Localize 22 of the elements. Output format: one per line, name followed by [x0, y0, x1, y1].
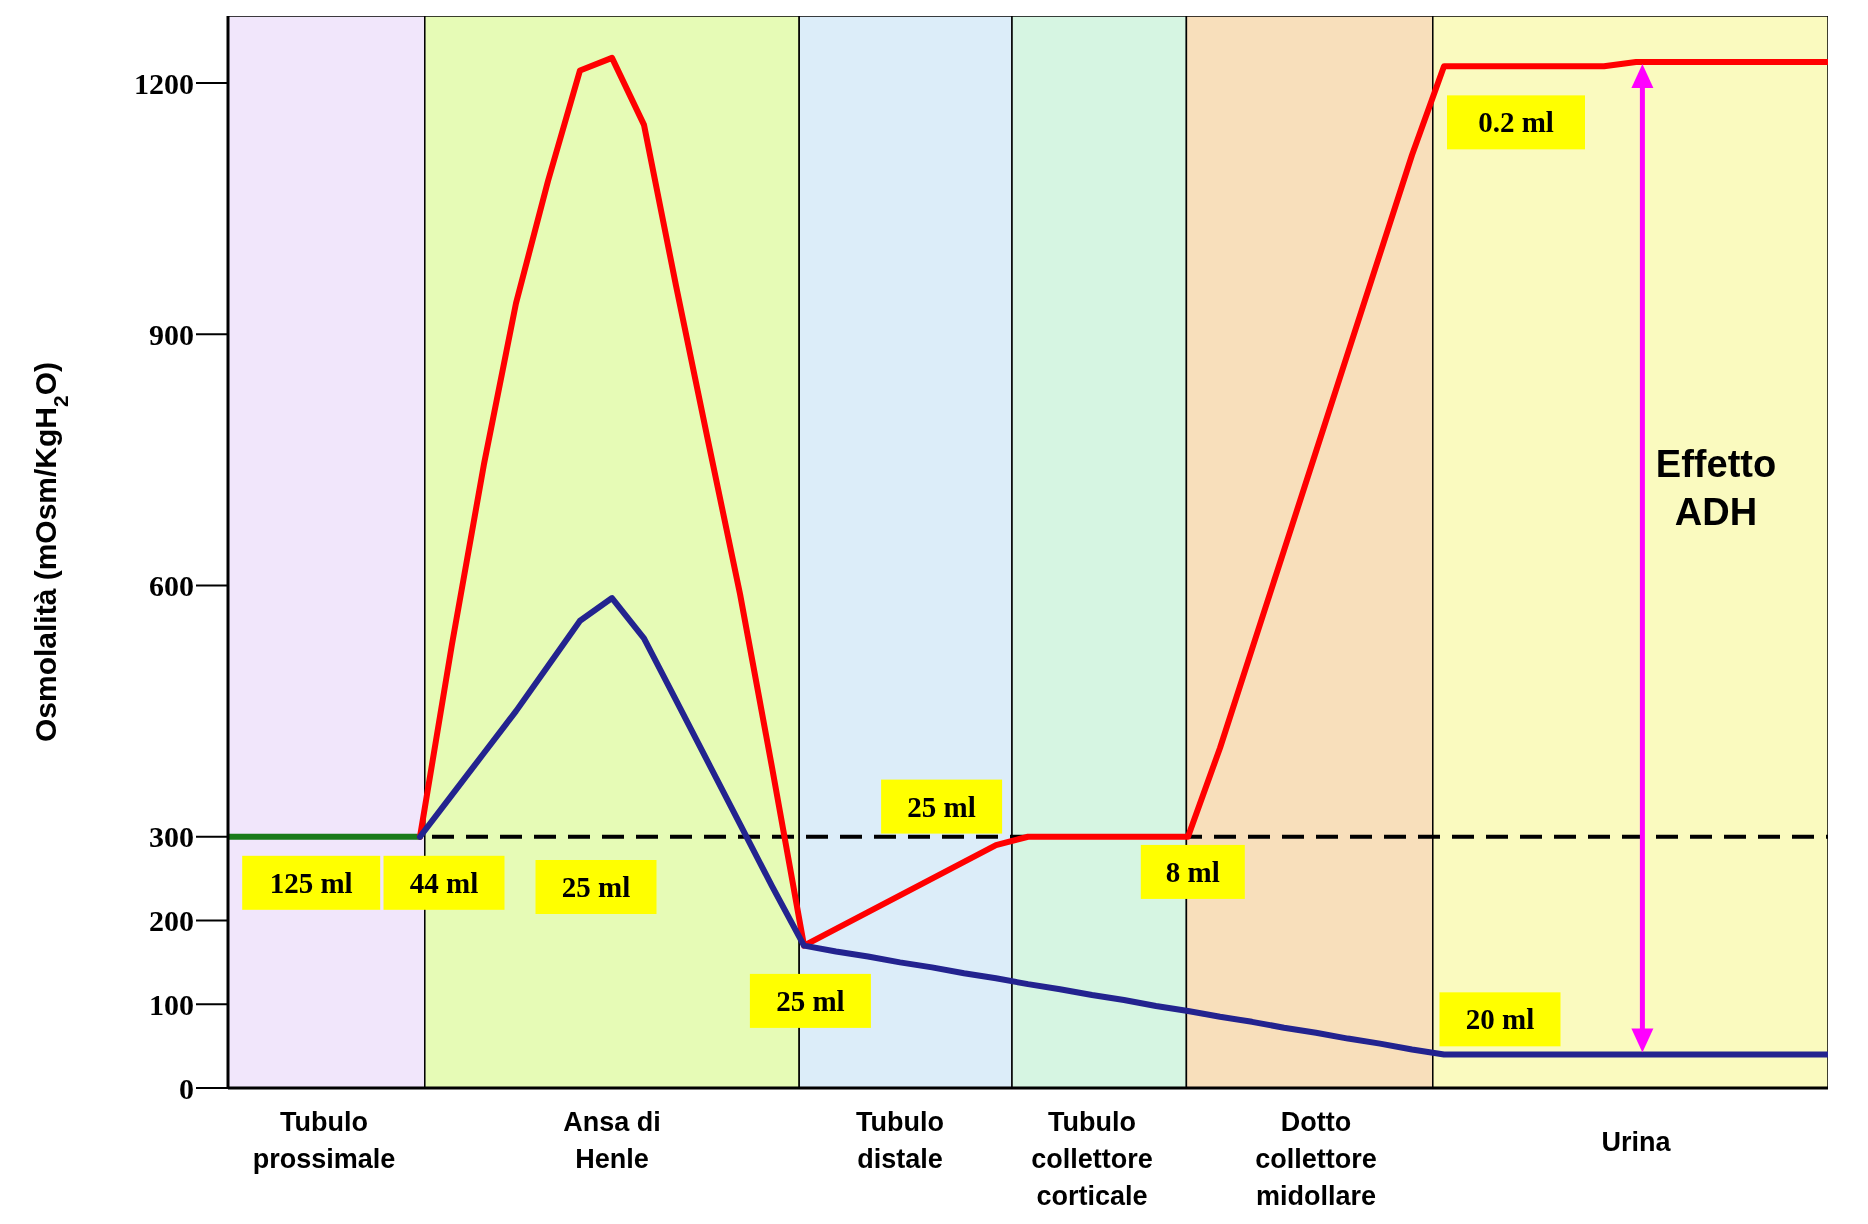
x-tick-label: Tubulo collettore corticale [1031, 1107, 1153, 1211]
y-tick-label: 0 [179, 1071, 194, 1105]
y-tick-label: 900 [149, 317, 194, 351]
annotation: 25 ml [776, 984, 845, 1017]
y-tick-label: 100 [149, 987, 194, 1021]
y-tick-label: 200 [149, 904, 194, 938]
x-tick-label: Tubulo prossimale [252, 1107, 396, 1174]
annotation: Effetto ADH [1655, 442, 1777, 533]
x-tick-label: Tubulo distale [856, 1107, 944, 1174]
x-tick-label: Dotto collettore midollare [1255, 1107, 1377, 1211]
annotation: 25 ml [561, 871, 631, 903]
annotation: 25 ml [907, 790, 976, 823]
annotation: 20 ml [1465, 1003, 1535, 1036]
x-tick-label: Ansa di Henle [563, 1107, 661, 1174]
y-tick-label: 1200 [134, 66, 194, 100]
y-tick-label: 600 [149, 569, 194, 603]
annotation: 125 ml [269, 866, 353, 899]
annotation: 44 ml [409, 866, 479, 899]
y-tick-label: 300 [149, 820, 194, 854]
annotation: 8 ml [1165, 855, 1220, 888]
x-tick-label: Urina [1601, 1127, 1672, 1157]
annotation: 0.2 ml [1478, 106, 1554, 139]
